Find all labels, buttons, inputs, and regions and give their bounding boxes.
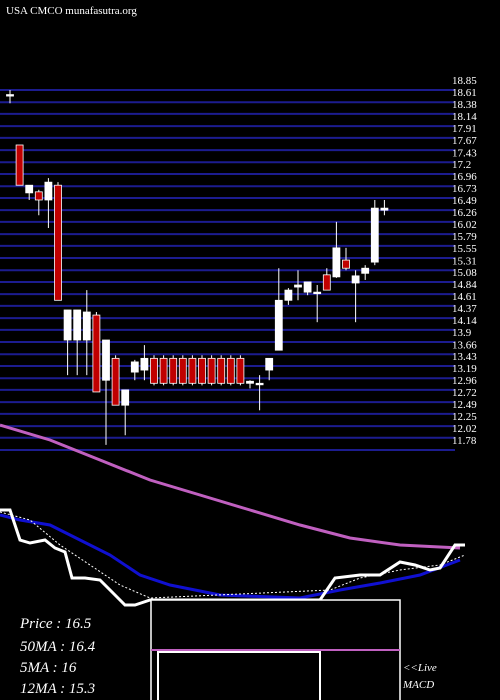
y-tick-label: 15.31 [452,255,477,267]
y-tick-label: 15.55 [452,243,477,255]
y-tick-label: 14.61 [452,291,477,303]
y-tick-label: 17.2 [452,159,471,171]
candle-body [178,357,187,384]
y-tick-label: 18.85 [452,75,477,87]
indicator-line [0,423,461,550]
candle-body [246,380,254,384]
candle-body [255,382,264,386]
candle-body [54,184,62,301]
candle-body [63,309,72,341]
candle-body [294,284,302,288]
y-tick-label: 18.14 [452,111,477,123]
candle-body [140,357,149,371]
y-tick-label: 16.26 [452,207,477,219]
indicator-line [0,508,465,607]
candle-body [332,247,341,278]
y-tick-label: 12.96 [452,375,477,387]
candle-body [92,314,101,393]
chart-title: USA CMCO munafasutra.org [6,5,137,17]
y-tick-label: 15.08 [452,267,477,279]
y-tick-label: 14.37 [452,303,477,315]
candle-body [15,144,24,186]
y-tick-label: 13.66 [452,339,477,351]
macd-box [150,599,401,700]
candle-body [82,311,91,341]
y-tick-label: 14.14 [452,315,477,327]
y-tick-label: 13.43 [452,351,477,363]
y-tick-label: 11.78 [452,435,477,447]
candle-body [73,309,82,341]
macd-live: <<Live [403,662,437,674]
y-tick-label: 12.02 [452,423,477,435]
candle-body [207,357,216,384]
candle-body [150,357,158,384]
candle-body [6,94,14,97]
info-5ma: 5MA : 16 [20,660,77,676]
candle-body [274,299,283,351]
candle-body [217,357,226,384]
candle-body [351,275,360,284]
grid: 18.8518.6118.3818.1417.9117.6717.4317.21… [0,75,477,451]
y-tick-label: 13.9 [452,327,472,339]
y-tick-label: 12.72 [452,387,477,399]
candle-body [25,184,34,194]
candle-body [265,357,274,371]
y-tick-label: 16.02 [452,219,477,231]
y-tick-label: 13.19 [452,363,477,375]
y-tick-label: 17.91 [452,123,477,135]
macd-line [157,651,321,700]
candle-body [111,357,120,406]
y-tick-label: 17.67 [452,135,477,147]
info-price: Price : 16.5 [19,616,92,632]
indicator-lines [0,423,466,607]
candle-body [342,259,350,269]
candle-body [169,357,178,384]
info-50ma: 50MA : 16.4 [20,639,96,655]
y-tick-label: 16.73 [452,183,477,195]
candle-body [121,389,130,406]
candle-body [44,181,53,201]
y-tick-label: 16.49 [452,195,477,207]
candle-body [284,289,293,301]
y-tick-label: 17.43 [452,147,477,159]
indicator-line [0,513,461,600]
candle-body [236,357,245,384]
candle-body [34,191,43,201]
candle-body [188,357,197,384]
candle-body [370,207,379,263]
candle-body [159,357,168,384]
candle-body [322,274,331,291]
candle-body [198,357,206,384]
info-12ma: 12MA : 15.3 [20,681,95,697]
candle-body [226,357,235,384]
candles [6,90,389,445]
y-tick-label: 14.84 [452,279,477,291]
y-tick-label: 16.96 [452,171,477,183]
candle-body [380,207,389,211]
candle-body [313,291,322,295]
y-tick-label: 18.61 [452,87,477,99]
y-tick-label: 15.79 [452,231,477,243]
macd-label: MACD [402,679,434,691]
y-tick-label: 12.49 [452,399,477,411]
indicator-line [0,511,466,599]
y-tick-label: 18.38 [452,99,477,111]
candle-body [130,361,139,373]
candle-body [303,281,312,293]
y-tick-label: 12.25 [452,411,477,423]
candle-body [361,267,370,274]
candle-body [102,339,110,381]
